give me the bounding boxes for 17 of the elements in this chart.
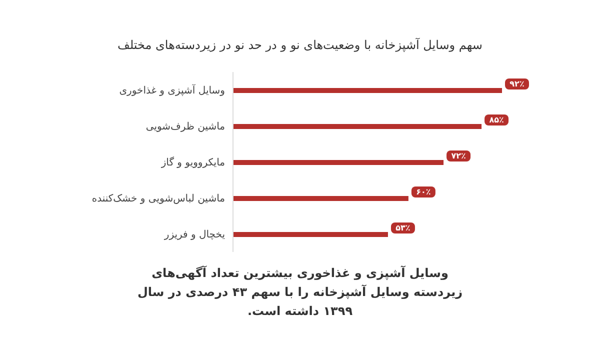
bar bbox=[233, 232, 388, 237]
y-tick-label: مایکروویو و گاز bbox=[160, 156, 225, 169]
chart-title: سهم وسایل آشپزخانه با وضعیت‌های نو و در حد نو در زیردسته‌های مختلف bbox=[116, 36, 484, 54]
data-label: ۸۵٪ bbox=[489, 116, 504, 124]
bar bbox=[233, 124, 482, 129]
text: وسایل آشپزی و غذاخوری بیشترین تعداد آگهی‌های زیردسته وسایل آشپزخانه را با سهم ۴۳ درصدی در سال ۱۳۹۹ داشته است. bbox=[136, 264, 464, 320]
y-tick-label: ماشین ظرف‌شویی bbox=[146, 122, 225, 133]
data-label: ۶۰٪ bbox=[416, 188, 431, 196]
bar bbox=[233, 88, 502, 93]
bar bbox=[233, 196, 408, 201]
y-tick-label: یخچال و فریزر bbox=[163, 230, 226, 241]
bar bbox=[233, 160, 444, 165]
data-label: ۹۲٪ bbox=[510, 80, 524, 88]
y-tick-label: وسایل آشپزی و غذاخوری bbox=[119, 84, 226, 97]
data-label: ۵۳٪ bbox=[396, 224, 410, 232]
data-label: ۷۲٪ bbox=[451, 152, 466, 160]
y-tick-label: ماشین لباس‌شویی و خشک‌کننده bbox=[92, 194, 225, 205]
